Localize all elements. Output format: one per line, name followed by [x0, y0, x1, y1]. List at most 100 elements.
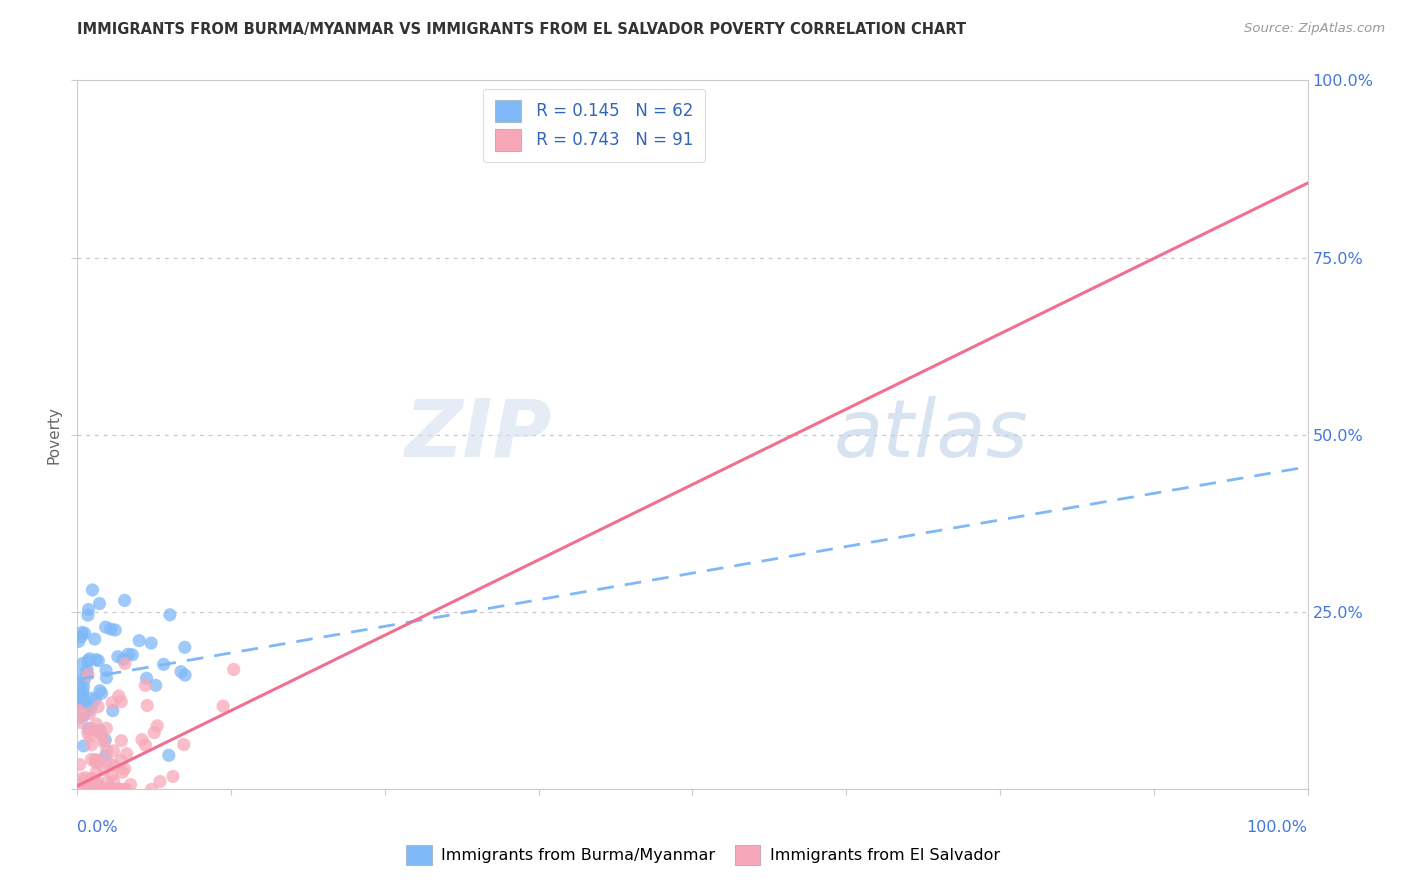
- Point: [111, 765, 134, 780]
- Point: [67, 697, 90, 711]
- Point: [77, 602, 100, 616]
- Point: [73, 708, 96, 723]
- Point: [212, 699, 235, 714]
- Point: [103, 782, 125, 797]
- Point: [141, 636, 163, 650]
- Point: [114, 782, 136, 797]
- Point: [67, 680, 90, 694]
- Point: [110, 754, 132, 768]
- Text: 0.0%: 0.0%: [77, 821, 118, 835]
- Point: [94, 620, 117, 634]
- Point: [107, 649, 129, 664]
- Point: [67, 711, 90, 725]
- Point: [90, 729, 112, 743]
- Point: [96, 782, 118, 797]
- Point: [73, 782, 96, 797]
- Point: [77, 608, 100, 623]
- Point: [73, 782, 96, 797]
- Point: [84, 752, 107, 766]
- Point: [77, 654, 100, 668]
- Point: [83, 782, 105, 797]
- Point: [90, 686, 112, 700]
- Point: [135, 671, 157, 685]
- Y-axis label: Poverty: Poverty: [46, 406, 62, 464]
- Point: [77, 703, 100, 717]
- Point: [87, 753, 110, 767]
- Point: [72, 693, 94, 707]
- Point: [114, 657, 136, 671]
- Point: [170, 665, 193, 679]
- Text: ZIP: ZIP: [404, 396, 551, 474]
- Point: [84, 765, 107, 780]
- Point: [103, 774, 125, 789]
- Point: [114, 782, 136, 797]
- Point: [94, 782, 117, 797]
- Point: [84, 692, 107, 706]
- Point: [72, 657, 94, 671]
- Point: [114, 762, 136, 776]
- Point: [103, 744, 125, 758]
- Point: [117, 647, 139, 661]
- Point: [107, 782, 129, 797]
- Point: [93, 763, 115, 777]
- Point: [94, 782, 117, 797]
- Point: [131, 732, 153, 747]
- Point: [70, 630, 93, 644]
- Point: [108, 782, 131, 797]
- Text: IMMIGRANTS FROM BURMA/MYANMAR VS IMMIGRANTS FROM EL SALVADOR POVERTY CORRELATION: IMMIGRANTS FROM BURMA/MYANMAR VS IMMIGRA…: [77, 22, 966, 37]
- Point: [69, 696, 91, 710]
- Point: [72, 739, 94, 753]
- Point: [83, 772, 105, 786]
- Point: [82, 782, 104, 797]
- Point: [86, 779, 108, 793]
- Point: [86, 754, 108, 768]
- Point: [69, 688, 91, 702]
- Point: [162, 769, 184, 783]
- Point: [108, 782, 131, 797]
- Point: [112, 652, 135, 666]
- Point: [96, 775, 118, 789]
- Point: [67, 778, 90, 792]
- Point: [103, 758, 125, 772]
- Point: [70, 772, 93, 786]
- Point: [87, 725, 110, 739]
- Point: [128, 633, 150, 648]
- Point: [70, 782, 93, 797]
- Point: [115, 747, 138, 761]
- Text: 100.0%: 100.0%: [1247, 821, 1308, 835]
- Point: [94, 664, 117, 678]
- Point: [77, 668, 100, 682]
- Point: [94, 732, 117, 747]
- Point: [136, 698, 159, 713]
- Point: [103, 782, 125, 797]
- Point: [104, 623, 127, 637]
- Point: [98, 782, 121, 797]
- Point: [110, 695, 132, 709]
- Point: [173, 640, 195, 655]
- Point: [84, 756, 107, 770]
- Point: [91, 782, 114, 797]
- Point: [76, 782, 98, 797]
- Point: [80, 738, 103, 752]
- Point: [72, 685, 94, 699]
- Point: [174, 668, 197, 682]
- Point: [141, 782, 163, 797]
- Point: [72, 690, 94, 704]
- Point: [87, 775, 110, 789]
- Point: [87, 756, 110, 770]
- Point: [89, 723, 111, 738]
- Point: [80, 782, 103, 797]
- Point: [101, 704, 124, 718]
- Point: [146, 719, 169, 733]
- Point: [100, 782, 122, 797]
- Point: [114, 593, 136, 607]
- Point: [77, 722, 100, 736]
- Point: [93, 735, 115, 749]
- Point: [94, 748, 117, 763]
- Point: [89, 683, 111, 698]
- Point: [80, 782, 103, 797]
- Point: [70, 625, 93, 640]
- Point: [145, 678, 167, 692]
- Point: [67, 704, 90, 718]
- Point: [67, 703, 90, 717]
